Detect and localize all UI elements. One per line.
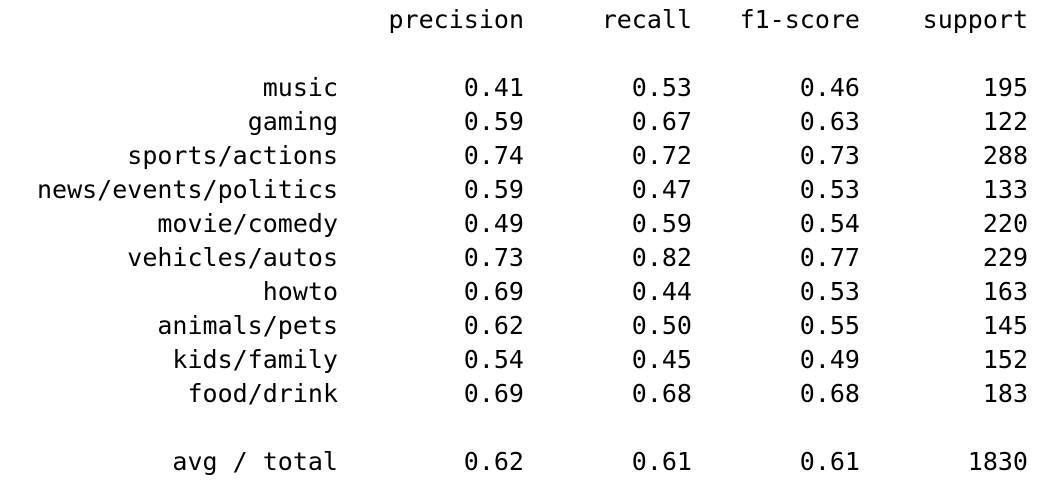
table-row: news/events/politics 0.59 0.47 0.53 133 (0, 173, 1054, 207)
table-row: gaming 0.59 0.67 0.63 122 (0, 105, 1054, 139)
total-f1-score-value: 0.61 (799, 447, 860, 476)
recall-value: 0.45 (631, 345, 692, 374)
precision-value: 0.59 (463, 107, 524, 136)
class-label: movie/comedy (157, 209, 338, 238)
recall-value: 0.67 (631, 107, 692, 136)
recall-value: 0.47 (631, 175, 692, 204)
header-row: precision recall f1-score support (0, 3, 1054, 37)
support-value: 220 (982, 209, 1028, 238)
support-value: 183 (982, 379, 1028, 408)
f1-score-value: 0.49 (799, 345, 860, 374)
recall-value: 0.44 (631, 277, 692, 306)
f1-score-value: 0.54 (799, 209, 860, 238)
table-row: food/drink 0.69 0.68 0.68 183 (0, 377, 1054, 411)
class-label: music (262, 73, 338, 102)
f1-score-value: 0.53 (799, 175, 860, 204)
precision-value: 0.54 (463, 345, 524, 374)
support-value: 288 (982, 141, 1028, 170)
table-row: vehicles/autos 0.73 0.82 0.77 229 (0, 241, 1054, 275)
precision-value: 0.41 (463, 73, 524, 102)
header-f1-score: f1-score (739, 5, 860, 34)
support-value: 229 (982, 243, 1028, 272)
f1-score-value: 0.68 (799, 379, 860, 408)
support-value: 122 (982, 107, 1028, 136)
recall-value: 0.72 (631, 141, 692, 170)
support-value: 195 (982, 73, 1028, 102)
header-precision: precision (388, 5, 524, 34)
support-value: 145 (982, 311, 1028, 340)
total-support-value: 1830 (967, 447, 1028, 476)
total-recall-value: 0.61 (631, 447, 692, 476)
class-label: kids/family (172, 345, 338, 374)
support-value: 133 (982, 175, 1028, 204)
f1-score-value: 0.55 (799, 311, 860, 340)
class-label: howto (262, 277, 338, 306)
header-recall: recall (601, 5, 692, 34)
support-value: 152 (982, 345, 1028, 374)
total-label: avg / total (172, 447, 338, 476)
precision-value: 0.73 (463, 243, 524, 272)
recall-value: 0.68 (631, 379, 692, 408)
table-row: animals/pets 0.62 0.50 0.55 145 (0, 309, 1054, 343)
class-label: food/drink (187, 379, 338, 408)
total-row: avg / total 0.62 0.61 0.61 1830 (0, 445, 1054, 479)
table-row: music 0.41 0.53 0.46 195 (0, 71, 1054, 105)
support-value: 163 (982, 277, 1028, 306)
recall-value: 0.59 (631, 209, 692, 238)
class-label: animals/pets (157, 311, 338, 340)
class-label: gaming (247, 107, 338, 136)
recall-value: 0.53 (631, 73, 692, 102)
class-label: news/events/politics (36, 175, 338, 204)
f1-score-value: 0.46 (799, 73, 860, 102)
header-support: support (922, 5, 1028, 34)
precision-value: 0.69 (463, 379, 524, 408)
f1-score-value: 0.63 (799, 107, 860, 136)
precision-value: 0.62 (463, 311, 524, 340)
f1-score-value: 0.53 (799, 277, 860, 306)
f1-score-value: 0.73 (799, 141, 860, 170)
table-row: howto 0.69 0.44 0.53 163 (0, 275, 1054, 309)
precision-value: 0.59 (463, 175, 524, 204)
f1-score-value: 0.77 (799, 243, 860, 272)
table-row: sports/actions 0.74 0.72 0.73 288 (0, 139, 1054, 173)
precision-value: 0.69 (463, 277, 524, 306)
total-precision-value: 0.62 (463, 447, 524, 476)
recall-value: 0.82 (631, 243, 692, 272)
precision-value: 0.74 (463, 141, 524, 170)
precision-value: 0.49 (463, 209, 524, 238)
class-label: vehicles/autos (127, 243, 338, 272)
table-row: movie/comedy 0.49 0.59 0.54 220 (0, 207, 1054, 241)
recall-value: 0.50 (631, 311, 692, 340)
table-row: kids/family 0.54 0.45 0.49 152 (0, 343, 1054, 377)
class-label: sports/actions (127, 141, 338, 170)
